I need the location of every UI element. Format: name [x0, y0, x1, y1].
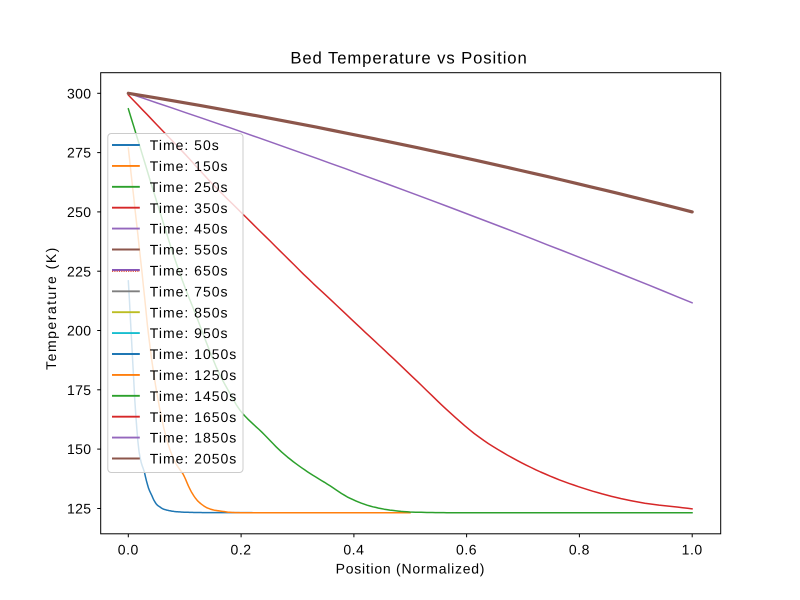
svg-text:Time: 850s: Time: 850s [150, 304, 229, 320]
svg-text:Bed Temperature vs Position: Bed Temperature vs Position [290, 49, 527, 68]
svg-text:Time: 350s: Time: 350s [150, 200, 229, 216]
svg-text:Temperature (K): Temperature (K) [43, 246, 59, 370]
svg-text:Time: 1850s: Time: 1850s [150, 430, 238, 446]
svg-text:0.0: 0.0 [118, 541, 139, 557]
svg-text:1.0: 1.0 [682, 541, 703, 557]
svg-text:200: 200 [67, 323, 92, 339]
svg-text:175: 175 [67, 382, 92, 398]
svg-text:Time: 450s: Time: 450s [150, 221, 229, 237]
svg-text:0.4: 0.4 [343, 541, 364, 557]
svg-text:Time: 550s: Time: 550s [150, 242, 229, 258]
svg-text:0.8: 0.8 [569, 541, 590, 557]
svg-text:Time: 750s: Time: 750s [150, 283, 229, 299]
svg-text:Time: 650s: Time: 650s [150, 263, 229, 279]
svg-text:Time: 250s: Time: 250s [150, 179, 229, 195]
svg-text:Time: 1650s: Time: 1650s [150, 409, 238, 425]
svg-text:0.2: 0.2 [231, 541, 252, 557]
svg-text:0.6: 0.6 [456, 541, 477, 557]
svg-text:Time: 150s: Time: 150s [150, 158, 229, 174]
svg-text:Time: 1050s: Time: 1050s [150, 346, 238, 362]
svg-text:Time: 950s: Time: 950s [150, 325, 229, 341]
svg-text:Position (Normalized): Position (Normalized) [336, 561, 486, 577]
svg-text:Time: 50s: Time: 50s [150, 137, 220, 153]
svg-text:300: 300 [67, 85, 92, 101]
svg-text:Time: 1450s: Time: 1450s [150, 388, 238, 404]
svg-text:250: 250 [67, 204, 92, 220]
svg-text:Time: 1250s: Time: 1250s [150, 367, 238, 383]
svg-text:125: 125 [67, 501, 92, 517]
svg-text:Time: 2050s: Time: 2050s [150, 451, 238, 467]
svg-text:225: 225 [67, 263, 92, 279]
svg-text:275: 275 [67, 145, 92, 161]
svg-text:150: 150 [67, 441, 92, 457]
